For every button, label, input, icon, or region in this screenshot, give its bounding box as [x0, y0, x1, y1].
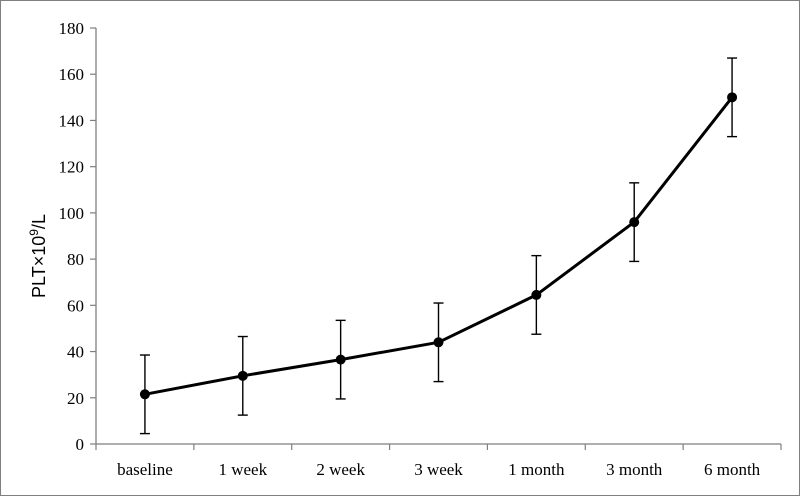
x-axis-ticks: baseline 1 week 2 week 3 week 1 month 3 month…	[95, 444, 782, 479]
y-tick-label: 180	[59, 19, 85, 38]
data-points	[139, 92, 738, 400]
axes	[95, 28, 781, 445]
y-tick-label: 60	[67, 296, 84, 315]
data-point	[727, 92, 738, 103]
x-tick-label: 6 month	[704, 460, 761, 479]
y-tick-label: 80	[67, 250, 84, 269]
y-tick-label: 140	[59, 111, 85, 130]
data-point	[433, 337, 444, 348]
x-tick-label: 1 month	[508, 460, 565, 479]
y-axis-title-base: PLT×10	[29, 236, 49, 298]
data-point	[335, 354, 346, 365]
x-tick-label: 3 month	[606, 460, 663, 479]
data-point	[531, 289, 542, 300]
y-tick-label: 0	[76, 435, 85, 454]
x-tick-label: 3 week	[414, 460, 463, 479]
x-tick-label: baseline	[117, 460, 173, 479]
y-axis-title-superscript: 9	[27, 229, 41, 236]
y-tick-label: 160	[59, 65, 85, 84]
x-tick-label: 2 week	[316, 460, 365, 479]
x-tick-label: 1 week	[218, 460, 267, 479]
data-point	[139, 389, 150, 400]
y-tick-label: 20	[67, 389, 84, 408]
data-point	[629, 217, 640, 228]
y-tick-label: 40	[67, 343, 84, 362]
y-axis-title-unit: /L	[29, 214, 49, 229]
y-tick-label: 120	[59, 158, 85, 177]
y-tick-label: 100	[59, 204, 85, 223]
data-point	[237, 370, 248, 381]
y-axis-ticks: 0 20 40 60 80 100 120 140 160 180	[59, 19, 96, 454]
y-axis-title: PLT×109/L	[27, 214, 49, 298]
